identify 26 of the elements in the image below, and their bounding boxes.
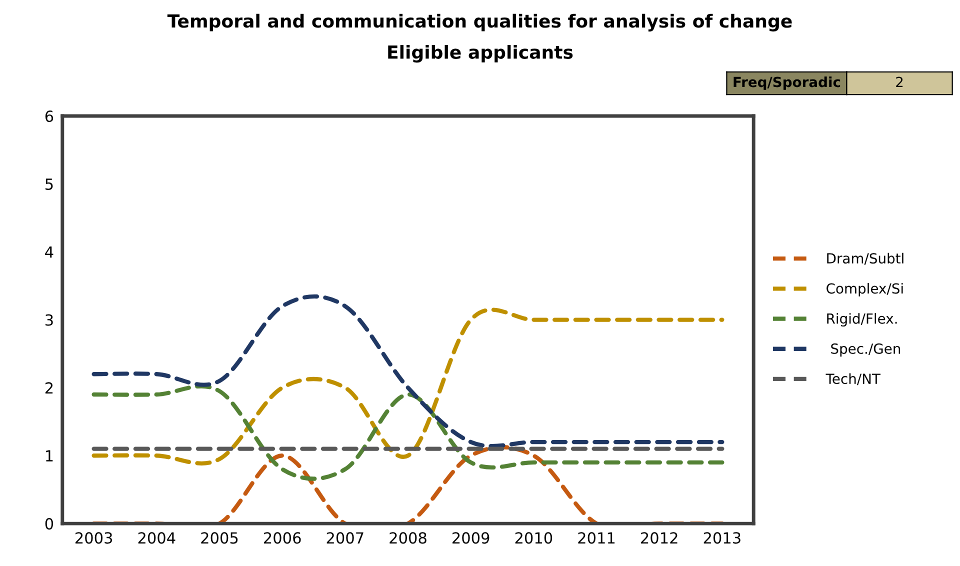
- legend-label: Dram/Subtl: [827, 252, 904, 265]
- x-tick-label: 2010: [515, 532, 552, 544]
- x-tick-label: 2006: [264, 532, 301, 544]
- x-tick-label: 2013: [704, 532, 740, 544]
- y-tick-label: 2: [45, 382, 53, 394]
- legend-label: Spec./Gen: [831, 343, 900, 357]
- y-tick-label: 6: [45, 110, 54, 122]
- x-tick-label: 2005: [201, 532, 238, 544]
- x-tick-label: 2007: [326, 532, 364, 544]
- chart-title: Temporal and communication qualities for analysis of change: [167, 14, 792, 32]
- legend-label: Rigid/Flex.: [827, 313, 897, 327]
- legend-label: Complex/Si: [826, 282, 903, 296]
- x-tick-label: 2009: [452, 532, 490, 544]
- y-tick-label: 0: [45, 518, 54, 530]
- x-tick-label: 2004: [138, 532, 176, 544]
- text: 2: [896, 76, 903, 88]
- legend-label: Tech/NT: [826, 373, 880, 386]
- y-tick-label: 5: [46, 178, 53, 190]
- y-tick-label: 1: [46, 450, 53, 462]
- x-tick-label: 2008: [390, 532, 426, 544]
- x-tick-label: 2012: [641, 532, 678, 544]
- y-tick-label: 4: [45, 246, 54, 258]
- chart-subtitle: Eligible applicants: [388, 44, 573, 63]
- x-tick-label: 2003: [75, 532, 112, 544]
- x-tick-label: 2011: [578, 532, 615, 544]
- y-tick-label: 3: [46, 314, 53, 326]
